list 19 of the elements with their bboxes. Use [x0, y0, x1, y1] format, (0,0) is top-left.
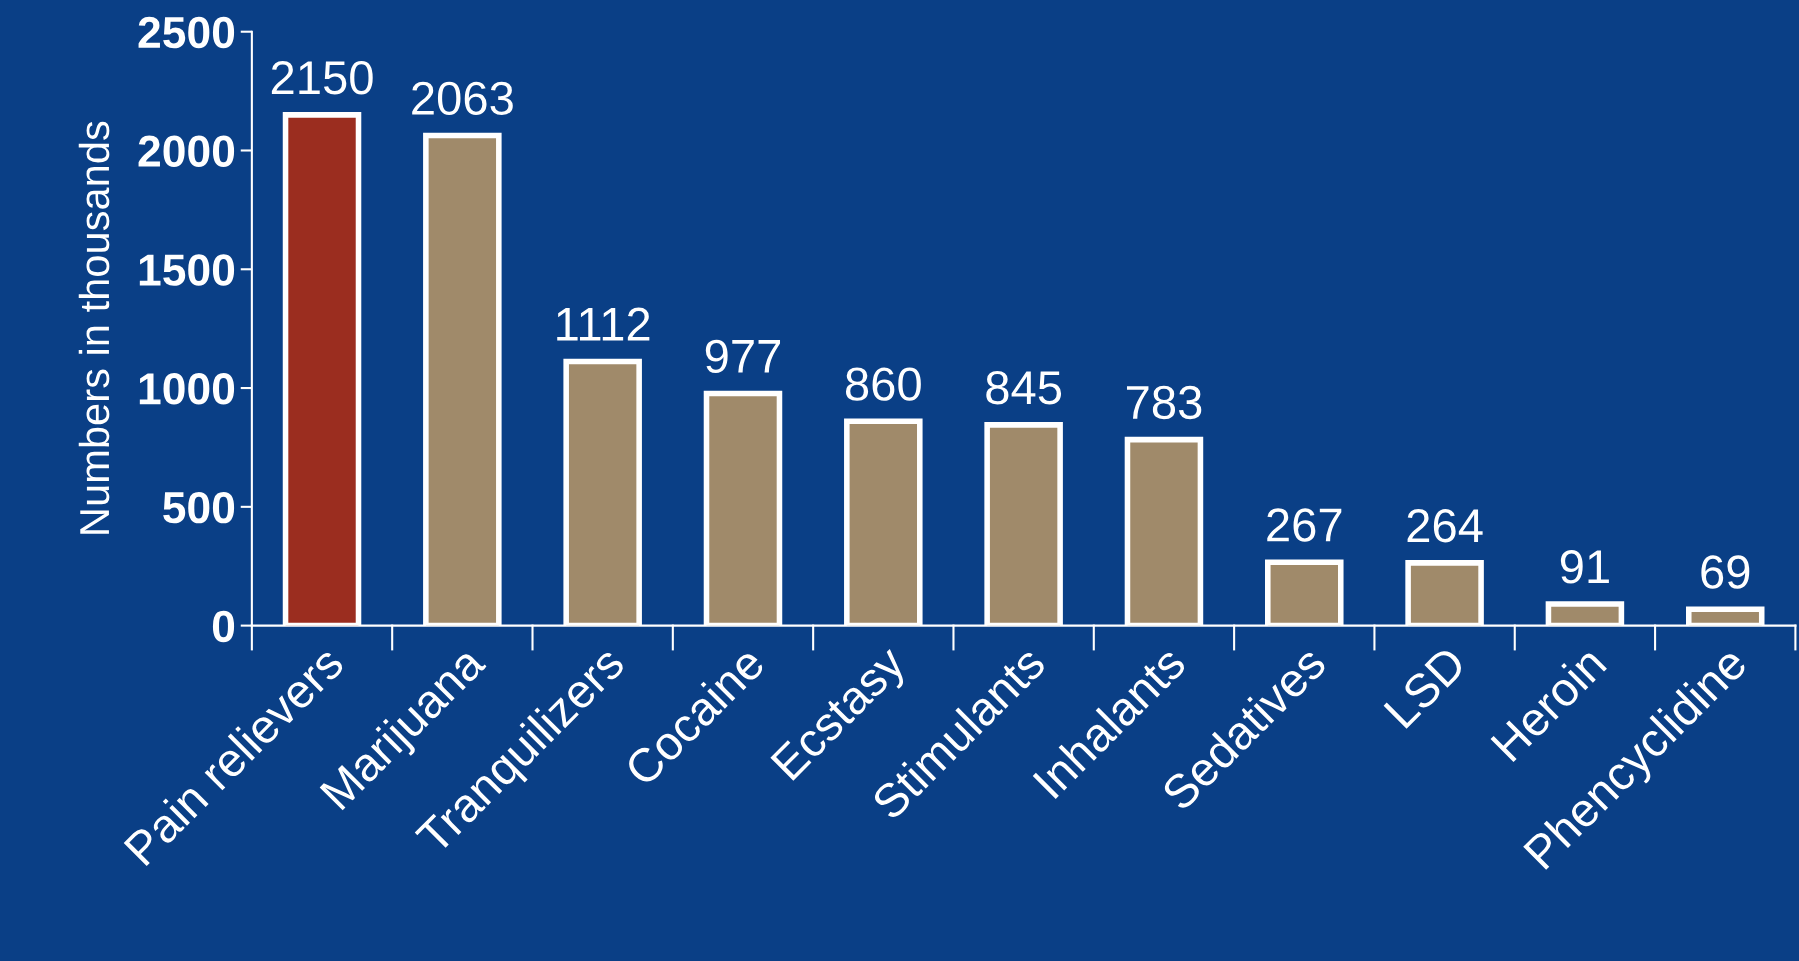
data-label: 91 — [1560, 550, 1609, 584]
data-label: 1112 — [557, 307, 650, 341]
y-tick-label: 1000 — [139, 373, 235, 405]
y-tick-label: 1500 — [139, 254, 235, 286]
x-tick-label: LSD — [1383, 644, 1468, 730]
y-tick-label: 2000 — [138, 135, 235, 168]
data-label: 860 — [845, 367, 921, 401]
y-tick-label: 2500 — [138, 16, 235, 49]
data-label: 783 — [1126, 385, 1202, 420]
data-label: 2063 — [412, 81, 513, 116]
data-label: 845 — [986, 370, 1062, 405]
y-axis-title: Numbers in thousands — [78, 121, 110, 534]
y-tick-label: 500 — [163, 491, 235, 524]
y-tick-label: 0 — [212, 610, 235, 643]
data-label: 977 — [705, 339, 781, 374]
data-label: 2150 — [271, 60, 373, 95]
data-label: 264 — [1407, 509, 1483, 543]
data-label: 267 — [1267, 508, 1342, 542]
data-label: 69 — [1701, 555, 1750, 589]
